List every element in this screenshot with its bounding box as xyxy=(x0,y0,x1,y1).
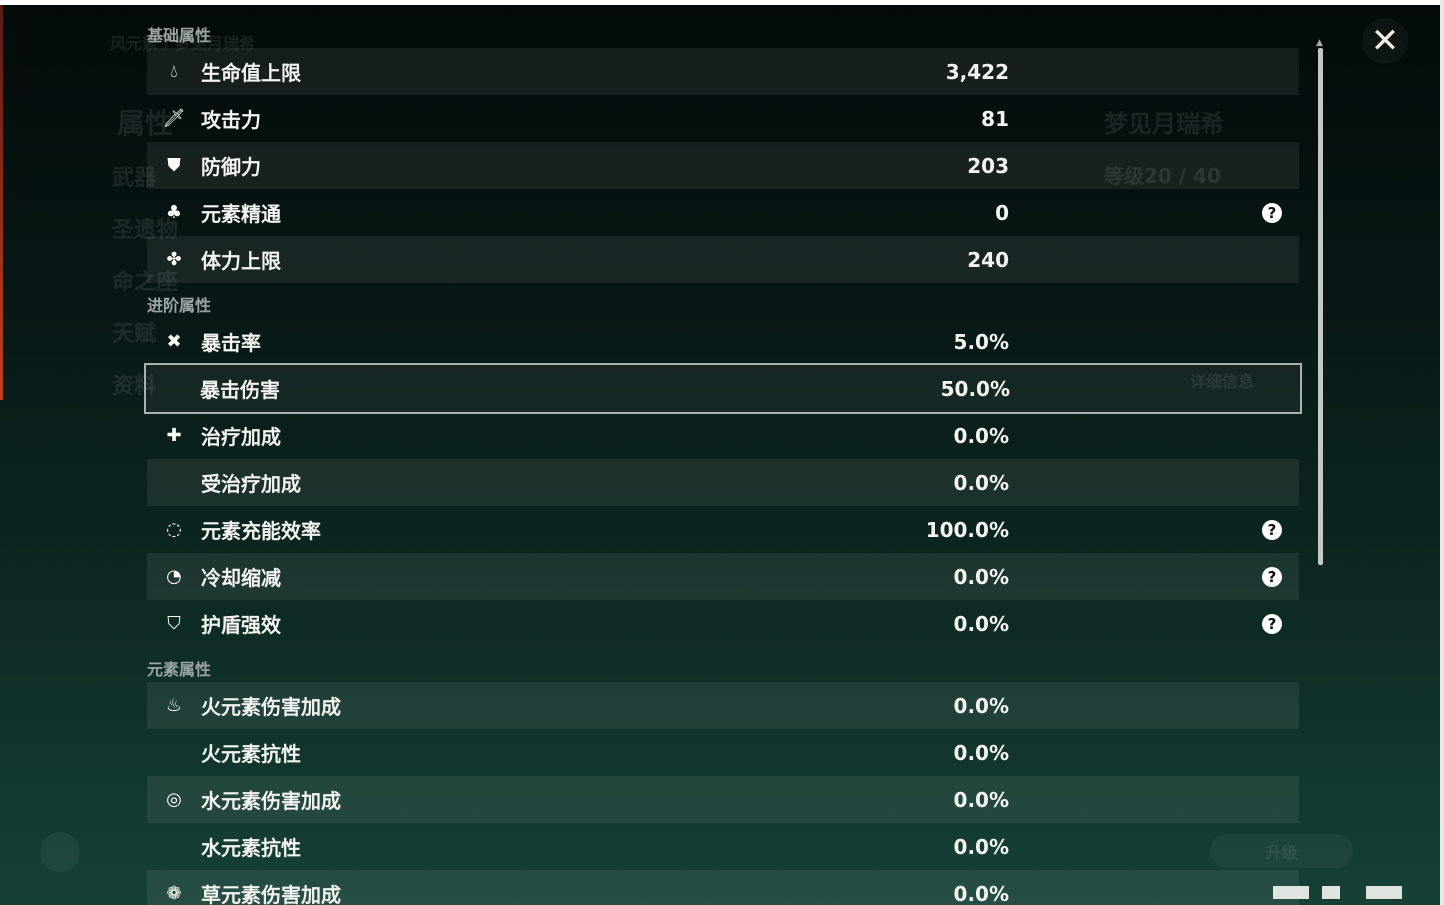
attribute-row[interactable]: 💧︎ 生命值上限 3,422 xyxy=(147,48,1299,95)
attribute-label: 攻击力 xyxy=(201,108,261,132)
help-question-icon[interactable]: ? xyxy=(1262,566,1282,587)
attribute-row[interactable]: ◌ 元素充能效率 100.0%? xyxy=(147,506,1299,553)
attribute-label: 受治疗加成 xyxy=(201,472,301,496)
attribute-label: 草元素伤害加成 xyxy=(201,883,341,905)
close-icon: ✕ xyxy=(1370,21,1400,61)
bg-menu-talents: 天赋 xyxy=(112,322,157,347)
help-question-icon[interactable]: ? xyxy=(1262,613,1282,634)
elemental-mastery-icon: ♣ xyxy=(165,202,183,223)
attribute-label: 防御力 xyxy=(201,155,261,179)
watermark-block xyxy=(1322,886,1340,899)
window-top-edge xyxy=(0,0,1444,5)
bg-menu-artifacts: 圣遗物 xyxy=(112,218,179,243)
bg-menu-profile: 资料 xyxy=(112,374,157,399)
hp-drop-icon: 💧︎ xyxy=(170,61,178,82)
bg-details-button: 详细信息 xyxy=(1190,372,1255,391)
watermark-block xyxy=(1366,886,1402,899)
help-question-icon[interactable]: ? xyxy=(1262,202,1282,223)
attribute-row[interactable]: 水元素抗性 0.0% xyxy=(147,823,1299,870)
attribute-value: 0.0% xyxy=(953,881,1009,905)
attribute-value: 5.0% xyxy=(953,329,1009,354)
attribute-label: 水元素伤害加成 xyxy=(201,789,341,813)
section-header-elemental: 元素属性 xyxy=(147,660,212,679)
shield-strength-icon: ⛉ xyxy=(167,613,181,634)
attribute-value: 0.0% xyxy=(953,564,1009,589)
attribute-row[interactable]: ♨ 火元素伤害加成 0.0% xyxy=(147,682,1299,729)
bg-title: 风元素 / 梦见月瑞希 xyxy=(110,34,255,53)
hydro-icon: ◎ xyxy=(166,789,182,810)
attribute-value: 203 xyxy=(967,153,1009,178)
attribute-label: 体力上限 xyxy=(201,249,281,273)
attribute-value: 100.0% xyxy=(925,517,1009,542)
attribute-value: 0.0% xyxy=(953,470,1009,495)
attribute-value: 0.0% xyxy=(953,423,1009,448)
shield-icon: ⛊ xyxy=(167,155,181,176)
attribute-value: 50.0% xyxy=(940,376,1010,401)
bg-upgrade-button: 升级 xyxy=(1210,834,1353,868)
healing-cross-icon: ✚ xyxy=(166,425,182,446)
attribute-value: 0.0% xyxy=(953,740,1009,765)
energy-recharge-icon: ◌ xyxy=(166,519,182,540)
bg-menu-weapon: 武器 xyxy=(112,166,157,191)
attribute-row[interactable]: ◔ 冷却缩减 0.0%? xyxy=(147,553,1299,600)
bg-menu-attributes: 属性 xyxy=(117,107,174,140)
bg-menu-grid-icon xyxy=(40,832,80,872)
dendro-icon: ❁ xyxy=(166,883,182,904)
attribute-row[interactable]: 受治疗加成 0.0% xyxy=(147,459,1299,506)
attribute-label: 冷却缩减 xyxy=(201,566,281,590)
attribute-label: 元素精通 xyxy=(201,202,281,226)
crit-rate-icon: ✖ xyxy=(166,331,182,352)
pyro-icon: ♨ xyxy=(165,695,183,716)
attribute-row[interactable]: ⛉ 护盾强效 0.0%? xyxy=(147,600,1299,647)
attribute-row[interactable]: ✚ 治疗加成 0.0% xyxy=(147,412,1299,459)
bg-level: 等级20 / 40 xyxy=(1104,164,1221,188)
attribute-label: 火元素伤害加成 xyxy=(201,695,341,719)
attribute-value: 0 xyxy=(995,200,1009,225)
window-left-edge xyxy=(0,5,3,400)
attribute-value: 240 xyxy=(967,247,1009,272)
attribute-row[interactable]: ✤ 体力上限 240 xyxy=(147,236,1299,283)
stamina-icon: ✤ xyxy=(166,249,182,270)
attribute-label: 暴击率 xyxy=(201,331,261,355)
scrollbar[interactable] xyxy=(1318,48,1323,565)
attribute-row[interactable]: ❁ 草元素伤害加成 0.0% xyxy=(147,870,1299,905)
attribute-row[interactable]: ◎ 水元素伤害加成 0.0% xyxy=(147,776,1299,823)
attribute-row[interactable]: ♣ 元素精通 0? xyxy=(147,189,1299,236)
attribute-label: 生命值上限 xyxy=(201,61,301,85)
attribute-label: 护盾强效 xyxy=(201,613,281,637)
attribute-row[interactable]: 火元素抗性 0.0% xyxy=(147,729,1299,776)
bg-menu-constellation: 命之座 xyxy=(112,270,179,295)
attribute-value: 81 xyxy=(981,106,1009,131)
scroll-up-arrow-icon: ▲ xyxy=(1316,38,1323,48)
bg-character-name: 梦见月瑞希 xyxy=(1104,110,1224,138)
cooldown-icon: ◔ xyxy=(166,566,182,587)
attribute-label: 治疗加成 xyxy=(201,425,281,449)
sword-icon: 🗡︎ xyxy=(162,108,186,129)
attribute-row[interactable]: ✖ 暴击率 5.0% xyxy=(147,318,1299,365)
help-question-icon[interactable]: ? xyxy=(1262,519,1282,540)
close-button[interactable]: ✕ xyxy=(1362,18,1408,64)
attribute-label: 暴击伤害 xyxy=(200,378,280,402)
attribute-row[interactable]: 🗡︎ 攻击力 81 xyxy=(147,95,1299,142)
attribute-row[interactable]: 暴击伤害 50.0% xyxy=(144,363,1302,414)
attribute-value: 0.0% xyxy=(953,834,1009,859)
window-right-edge xyxy=(1440,0,1444,905)
section-header-basic: 基础属性 xyxy=(147,26,212,45)
attribute-label: 元素充能效率 xyxy=(201,519,321,543)
attribute-value: 0.0% xyxy=(953,611,1009,636)
attribute-value: 0.0% xyxy=(953,693,1009,718)
attribute-label: 水元素抗性 xyxy=(201,836,301,860)
watermark-block xyxy=(1273,886,1309,899)
section-header-advanced: 进阶属性 xyxy=(147,296,212,315)
attribute-row[interactable]: ⛊ 防御力 203 xyxy=(147,142,1299,189)
attribute-value: 0.0% xyxy=(953,787,1009,812)
attribute-value: 3,422 xyxy=(945,59,1009,84)
attribute-label: 火元素抗性 xyxy=(201,742,301,766)
